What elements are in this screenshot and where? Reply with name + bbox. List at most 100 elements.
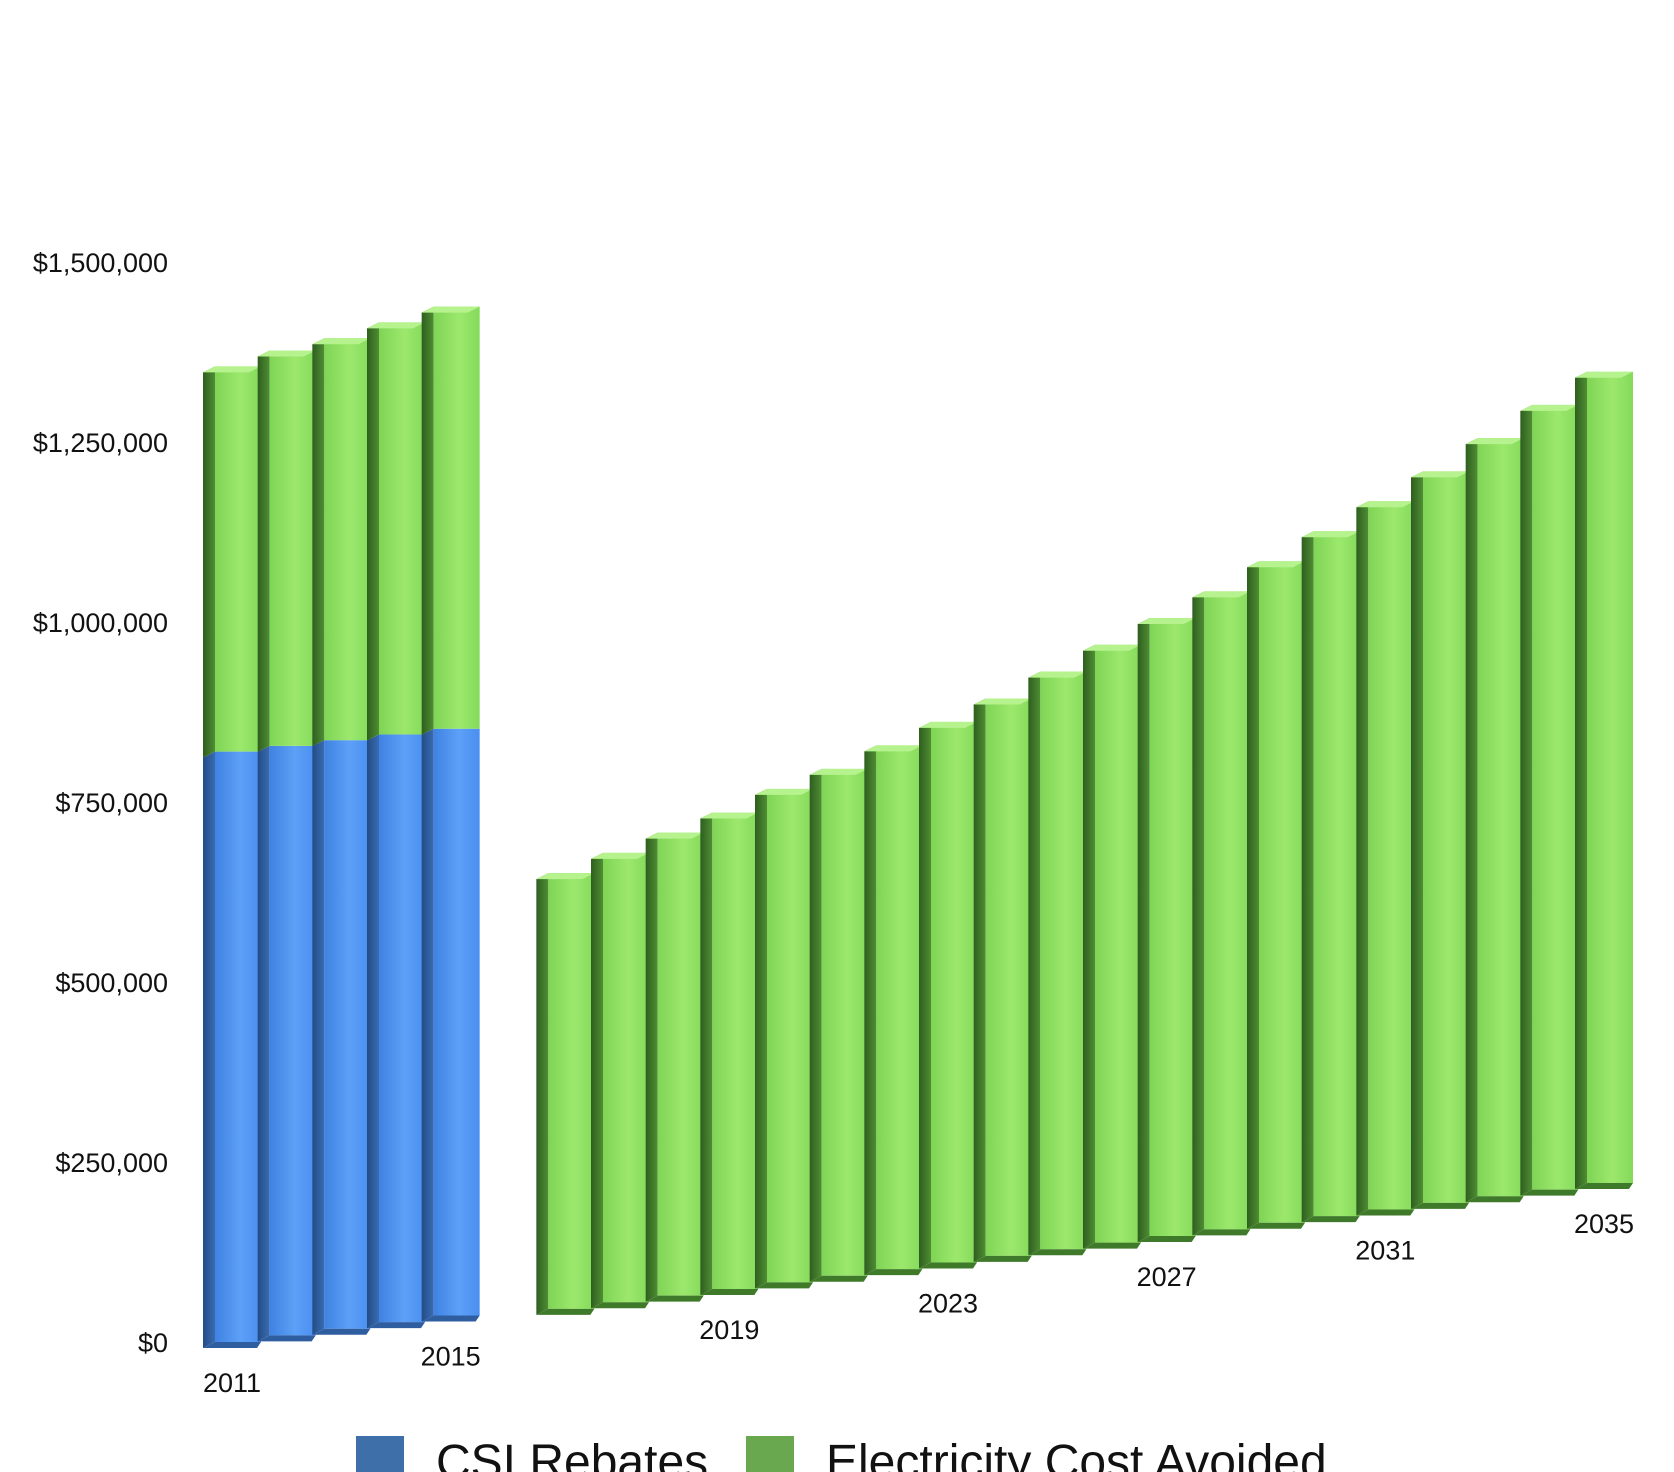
bar-top-cap: [1356, 501, 1415, 508]
bar-electricity-cost-avoided-side: [1411, 471, 1423, 1209]
y-tick-label: $1,250,000: [33, 428, 168, 458]
x-tick-label: 2015: [421, 1342, 481, 1372]
bar-top-cap: [1301, 531, 1360, 538]
bar-stack-2023: [919, 721, 977, 1269]
x-tick-label: 2019: [699, 1315, 759, 1345]
bar-electricity-cost-avoided: [1204, 591, 1251, 1230]
bar-electricity-cost-avoided: [1423, 471, 1469, 1203]
bar-csi-rebates-side: [312, 740, 325, 1335]
bar-stack-2032: [1411, 471, 1469, 1209]
bar-csi-rebates: [379, 734, 425, 1323]
bar-top-cap: [1137, 618, 1196, 625]
x-tick-label: 2031: [1355, 1236, 1415, 1266]
bar-stack-2016: [536, 873, 595, 1315]
x-axis: 2011 2015 2019 2023 2027 2031 2035: [203, 1209, 1634, 1398]
bar-top-cap: [591, 852, 649, 859]
bar-stack-2012: [257, 350, 316, 1342]
bar-electricity-cost-avoided: [876, 745, 923, 1270]
bar-base: [1520, 1189, 1579, 1196]
bar-electricity-cost-avoided-side: [1575, 371, 1587, 1189]
bar-stack-2019: [700, 812, 759, 1295]
bar-base: [700, 1289, 759, 1295]
bar-base: [1192, 1229, 1251, 1236]
bar-electricity-cost-avoided-side: [809, 768, 822, 1282]
bar-electricity-cost-avoided-side: [755, 788, 767, 1289]
bar-top-cap: [1083, 644, 1141, 651]
bar-csi-rebates-side: [203, 751, 215, 1348]
bar-csi-rebates-side: [421, 728, 434, 1322]
bar-electricity-cost-avoided: [1040, 671, 1087, 1250]
bar-top-cap: [536, 873, 595, 880]
bar-electricity-cost-avoided: [433, 306, 480, 729]
bar-electricity-cost-avoided-side: [536, 873, 549, 1315]
bar-base: [645, 1295, 704, 1302]
bar-stack-2033: [1465, 438, 1524, 1203]
bar-electricity-cost-avoided: [1532, 404, 1579, 1190]
bar-base: [973, 1255, 1032, 1262]
bar-base: [1356, 1209, 1415, 1216]
bar-electricity-cost-avoided: [712, 812, 759, 1289]
bar-electricity-cost-avoided-side: [700, 812, 713, 1295]
bar-electricity-cost-avoided-side: [367, 322, 379, 741]
bar-csi-rebates: [433, 728, 480, 1316]
bar-top-cap: [1192, 591, 1251, 598]
bar-stack-2035: [1575, 371, 1633, 1189]
bar-stack-2020: [755, 788, 813, 1289]
bar-stack-2013: [312, 338, 371, 1335]
bar-electricity-cost-avoided-side: [1083, 644, 1095, 1249]
bar-base: [203, 1342, 261, 1348]
bar-base: [421, 1315, 480, 1322]
bar-electricity-cost-avoided-side: [973, 698, 986, 1262]
bar-base: [864, 1269, 923, 1276]
bar-electricity-cost-avoided: [767, 788, 813, 1283]
bar-stack-2030: [1301, 531, 1360, 1223]
x-tick-label: 2027: [1137, 1262, 1197, 1292]
bar-stack-2022: [864, 745, 923, 1276]
legend-swatch-csi-rebates: [356, 1436, 404, 1472]
bar-base: [312, 1328, 371, 1335]
bar-base: [1465, 1196, 1524, 1203]
bar-stack-2031: [1356, 501, 1415, 1216]
y-tick-label: $500,000: [55, 968, 168, 998]
bar-top-cap: [257, 350, 316, 357]
bar-stack-2021: [809, 768, 868, 1282]
bar-top-cap: [645, 832, 704, 839]
bar-electricity-cost-avoided-side: [591, 852, 603, 1309]
bar-base: [1301, 1216, 1360, 1223]
bar-electricity-cost-avoided: [269, 350, 316, 746]
bar-base: [1083, 1242, 1141, 1249]
bar-electricity-cost-avoided: [1477, 438, 1524, 1197]
bar-electricity-cost-avoided: [1259, 561, 1305, 1223]
bar-electricity-cost-avoided: [379, 322, 425, 735]
y-tick-label: $1,500,000: [33, 248, 168, 278]
bar-top-cap: [1575, 371, 1633, 378]
bar-base: [1247, 1222, 1305, 1229]
bar-top-cap: [312, 338, 371, 345]
bar-stack-2027: [1137, 618, 1196, 1242]
bar-top-cap: [755, 788, 813, 795]
bar-stack-2011: [203, 366, 261, 1348]
bar-top-cap: [1465, 438, 1524, 445]
bar-top-cap: [809, 768, 868, 775]
bar-top-cap: [864, 745, 923, 752]
bar-base: [1137, 1236, 1196, 1242]
bar-csi-rebates: [269, 745, 316, 1336]
bar-stack-2017: [591, 852, 649, 1309]
legend: CSI Rebates Electricity Cost Avoided: [356, 1436, 1327, 1472]
bar-base: [809, 1275, 868, 1282]
bar-top-cap: [367, 322, 425, 329]
bar-base: [755, 1282, 813, 1289]
bar-stack-2028: [1192, 591, 1251, 1236]
bar-electricity-cost-avoided: [1095, 644, 1141, 1243]
bar-electricity-cost-avoided-side: [1137, 618, 1150, 1242]
bar-electricity-cost-avoided: [985, 698, 1032, 1256]
bar-electricity-cost-avoided-side: [864, 745, 877, 1276]
bar-stack-2015: [421, 306, 480, 1322]
bar-electricity-cost-avoided: [548, 873, 595, 1309]
y-tick-label: $0: [138, 1328, 168, 1358]
bar-electricity-cost-avoided-side: [1247, 561, 1259, 1229]
bar-top-cap: [919, 721, 977, 728]
bar-base: [257, 1335, 316, 1342]
bar-electricity-cost-avoided: [821, 768, 868, 1276]
